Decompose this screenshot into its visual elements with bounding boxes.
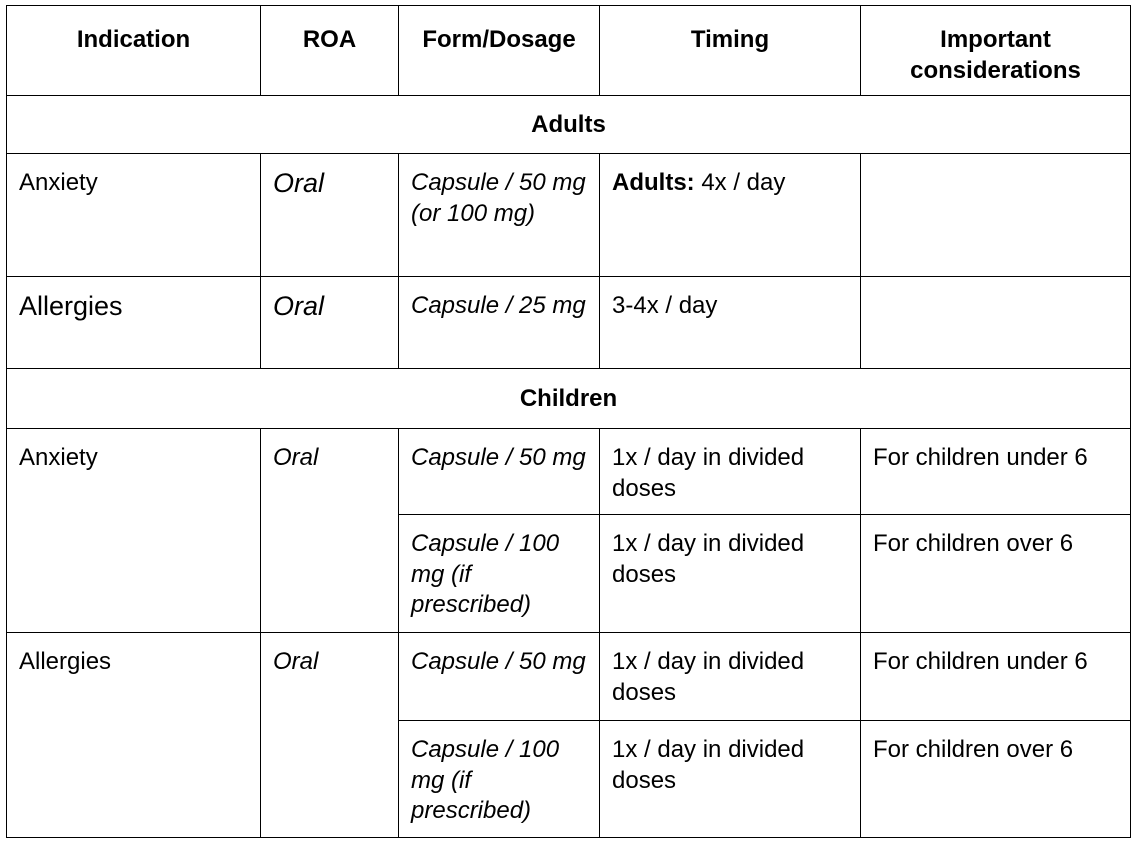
header-considerations: Important considerations [860,5,1131,96]
form-dosage-cell: Capsule / 50 mg (or 100 mg) [398,153,600,277]
timing-cell: 1x / day in divided doses [599,720,861,838]
section-row-adults: Adults [6,95,1131,154]
indication-cell: Allergies [6,276,261,369]
header-row: Indication ROA Form/Dosage Timing Import… [6,5,1131,96]
table-row: Anxiety Oral Capsule / 50 mg 1x / day in… [6,428,1131,633]
section-label-adults: Adults [6,95,1131,154]
indication-cell: Allergies [6,632,261,838]
considerations-cell [860,276,1131,369]
timing-cell: Adults: 4x / day [599,153,861,277]
roa-cell: Oral [260,153,399,277]
indication-cell: Anxiety [6,428,261,633]
considerations-cell: For children under 6 [860,632,1131,721]
indication-cell: Anxiety [6,153,261,277]
timing-value: 4x / day [701,169,786,196]
timing-cell: 3-4x / day [599,276,861,369]
header-form-dosage: Form/Dosage [398,5,600,96]
considerations-cell: For children over 6 [860,720,1131,838]
roa-cell: Oral [260,632,399,838]
form-dosage-cell: Capsule / 100 mg (if prescribed) [398,720,600,838]
considerations-cell [860,153,1131,277]
table-row: Capsule / 100 mg (if prescribed) 1x / da… [7,720,1131,838]
form-dosage-cell: Capsule / 50 mg [398,428,600,515]
table-row: Allergies Oral Capsule / 50 mg 1x / day … [6,632,1131,838]
form-dosage-cell: Capsule / 25 mg [398,276,600,369]
timing-cell: 1x / day in divided doses [599,514,861,633]
table-row: Allergies Oral Capsule / 25 mg 3-4x / da… [6,276,1131,369]
timing-bold-label: Adults: [612,169,695,196]
header-timing: Timing [599,5,861,96]
considerations-cell: For children under 6 [860,428,1131,515]
roa-cell: Oral [260,428,399,633]
header-indication: Indication [6,5,261,96]
section-label-children: Children [6,368,1131,429]
section-row-children: Children [6,368,1131,429]
considerations-cell: For children over 6 [860,514,1131,633]
roa-cell: Oral [260,276,399,369]
timing-cell: 1x / day in divided doses [599,428,861,515]
header-roa: ROA [260,5,399,96]
form-dosage-cell: Capsule / 100 mg (if prescribed) [398,514,600,633]
table-row: Capsule / 100 mg (if prescribed) 1x / da… [7,514,1131,633]
dosage-table: Indication ROA Form/Dosage Timing Import… [6,5,1131,838]
timing-cell: 1x / day in divided doses [599,632,861,721]
form-dosage-cell: Capsule / 50 mg [398,632,600,721]
table-row: Anxiety Oral Capsule / 50 mg (or 100 mg)… [6,153,1131,277]
